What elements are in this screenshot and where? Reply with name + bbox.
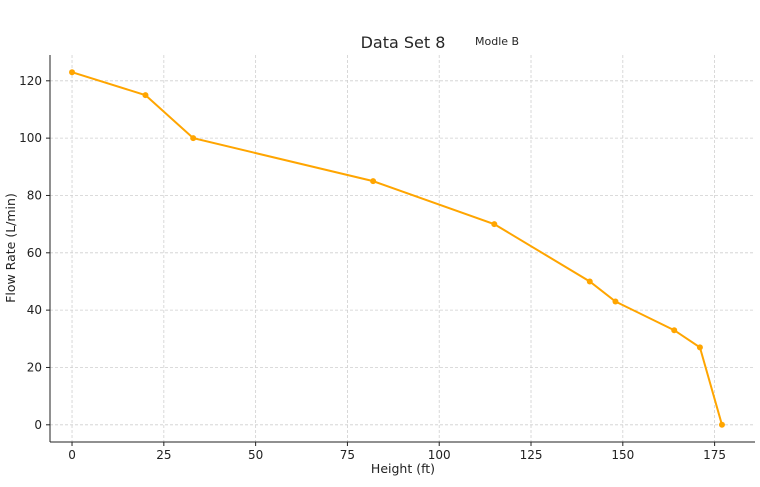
x-tick-label: 125 bbox=[520, 448, 543, 462]
data-point bbox=[671, 327, 678, 334]
x-ticks: 0 25 50 75 100 125 150 175 bbox=[68, 442, 726, 462]
data-point bbox=[370, 178, 377, 185]
x-tick-label: 75 bbox=[340, 448, 355, 462]
y-axis-title: Flow Rate (L/min) bbox=[3, 193, 18, 303]
y-tick-label: 80 bbox=[27, 188, 42, 202]
chart-subtitle: Modle B bbox=[475, 35, 519, 48]
y-tick-label: 120 bbox=[19, 74, 42, 88]
x-tick-label: 0 bbox=[68, 448, 76, 462]
data-point bbox=[190, 135, 197, 142]
y-tick-label: 40 bbox=[27, 303, 42, 317]
series-line bbox=[71, 71, 723, 426]
y-tick-label: 0 bbox=[34, 418, 42, 432]
x-axis-title: Height (ft) bbox=[371, 461, 435, 476]
data-point bbox=[612, 298, 619, 305]
x-tick-label: 50 bbox=[248, 448, 263, 462]
y-tick-label: 100 bbox=[19, 131, 42, 145]
y-ticks: 0 20 40 60 80 100 120 bbox=[19, 74, 50, 432]
x-tick-label: 100 bbox=[428, 448, 451, 462]
data-point bbox=[142, 92, 149, 99]
data-point bbox=[69, 69, 76, 76]
series-group bbox=[69, 69, 725, 428]
data-point bbox=[491, 221, 498, 228]
data-point bbox=[696, 344, 703, 351]
x-tick-label: 175 bbox=[703, 448, 726, 462]
chart-title: Data Set 8 bbox=[361, 33, 446, 52]
y-tick-label: 60 bbox=[27, 246, 42, 260]
grid bbox=[50, 55, 755, 442]
y-tick-label: 20 bbox=[27, 360, 42, 374]
data-point bbox=[586, 278, 593, 285]
data-point bbox=[718, 421, 725, 428]
x-tick-label: 25 bbox=[156, 448, 171, 462]
axes bbox=[49, 55, 755, 443]
x-tick-label: 150 bbox=[611, 448, 634, 462]
